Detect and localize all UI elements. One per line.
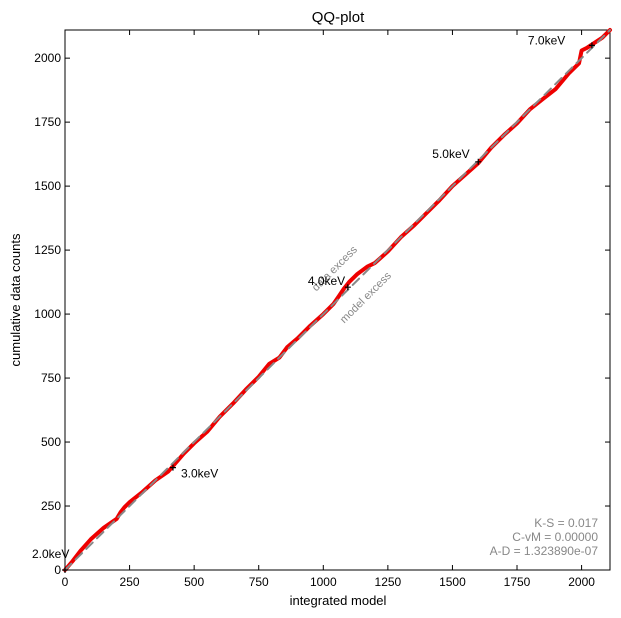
x-tick-label: 1500 — [439, 575, 466, 589]
reference-line — [64, 29, 611, 571]
energy-marker — [169, 464, 176, 471]
x-tick-label: 500 — [184, 575, 204, 589]
x-tick-label: 2000 — [568, 575, 595, 589]
y-tick-label: 2000 — [34, 51, 61, 65]
x-tick-label: 250 — [120, 575, 140, 589]
x-tick-label: 1250 — [375, 575, 402, 589]
energy-marker — [62, 567, 68, 573]
energy-label: 4.0keV — [308, 274, 345, 288]
x-tick-label: 1000 — [310, 575, 337, 589]
series-layer — [63, 28, 612, 572]
y-tick-label: 750 — [41, 371, 61, 385]
energy-label: 5.0keV — [432, 147, 469, 161]
energy-marker — [344, 284, 351, 291]
model-excess-label: model excess — [338, 270, 394, 326]
x-tick-label: 750 — [249, 575, 269, 589]
marker-layer: 2.0keV 3.0keV 4.0keV 5.0keV 7.0keV — [32, 33, 595, 573]
y-tick-label: 1500 — [34, 179, 61, 193]
x-axis: 0 250 500 750 1000 1250 1500 1750 2000 — [62, 30, 595, 589]
energy-marker — [588, 42, 595, 49]
energy-label: 7.0keV — [528, 33, 565, 47]
y-tick-label: 1250 — [34, 243, 61, 257]
chart-title: QQ-plot — [312, 9, 365, 26]
energy-label: 2.0keV — [32, 547, 69, 561]
y-axis: 0 250 500 750 1000 1250 1500 1750 2000 — [34, 51, 610, 577]
y-tick-label: 1750 — [34, 115, 61, 129]
y-axis-label: cumulative data counts — [8, 233, 23, 366]
cvm-stat: C-vM = 0.00000 — [512, 530, 598, 544]
y-tick-label: 0 — [54, 563, 61, 577]
energy-label: 3.0keV — [181, 467, 218, 481]
x-tick-label: 0 — [62, 575, 69, 589]
energy-marker — [475, 158, 482, 165]
plot-frame — [64, 29, 611, 571]
y-tick-label: 1000 — [34, 307, 61, 321]
y-tick-label: 250 — [41, 499, 61, 513]
y-tick-label: 500 — [41, 435, 61, 449]
x-tick-label: 1750 — [504, 575, 531, 589]
x-axis-label: integrated model — [290, 593, 387, 608]
ks-stat: K-S = 0.017 — [534, 516, 598, 530]
ad-stat: A-D = 1.323890e-07 — [490, 544, 599, 558]
